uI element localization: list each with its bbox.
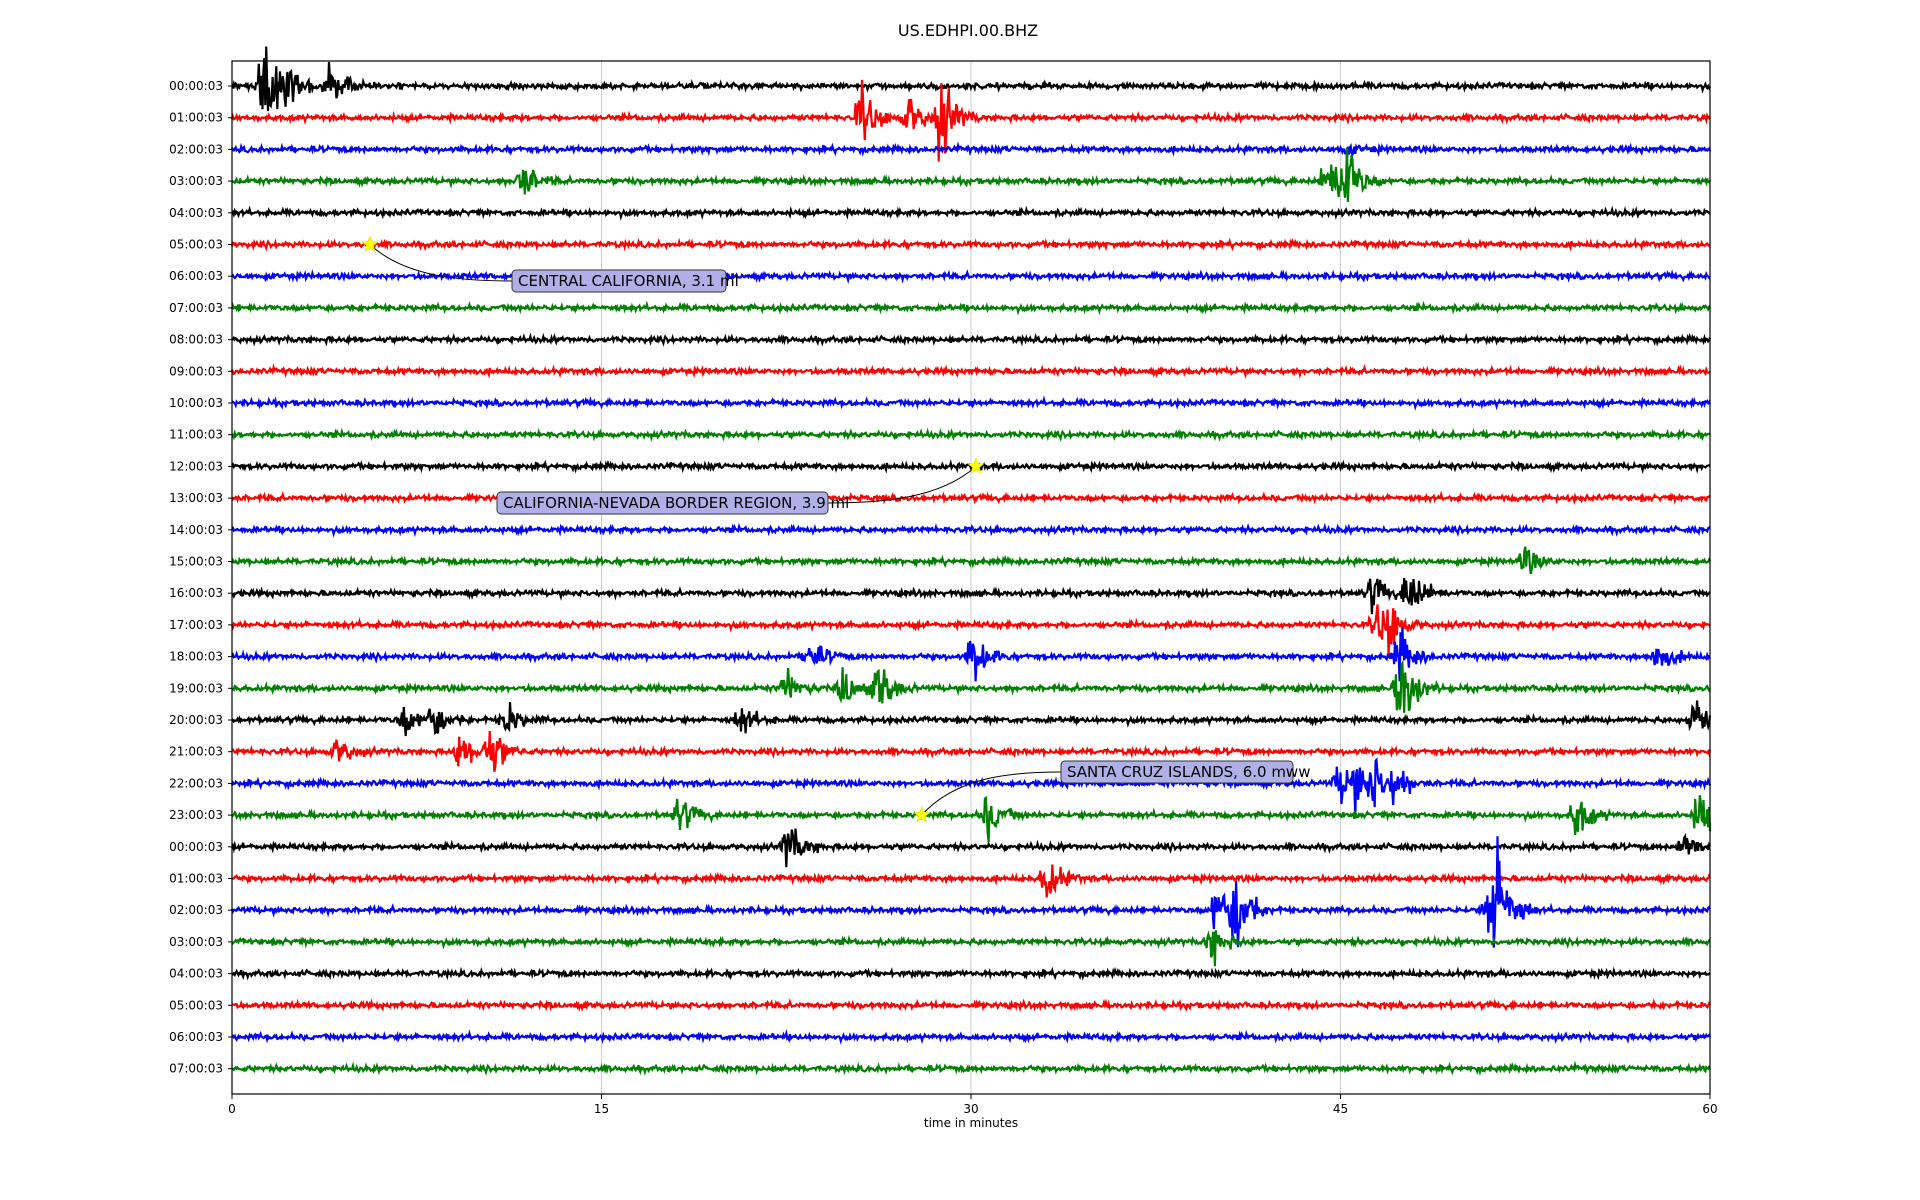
event-label-box [1060, 760, 1294, 784]
trace-row [230, 300, 1711, 316]
y-tick-label: 05:00:03 [169, 998, 223, 1012]
trace-row [230, 828, 1711, 868]
y-tick-label: 07:00:03 [169, 301, 223, 315]
trace-row [230, 141, 1712, 159]
y-tick-label: 22:00:03 [169, 776, 223, 790]
y-tick-label: 12:00:03 [169, 459, 223, 473]
y-tick-label: 08:00:03 [169, 333, 223, 347]
event-connector [921, 771, 1062, 816]
y-tick-label: 04:00:03 [169, 206, 223, 220]
event-label-box [511, 269, 727, 293]
trace-row [231, 205, 1711, 221]
trace-row [231, 659, 1711, 713]
x-tick-label: 0 [228, 1102, 236, 1116]
trace-row [231, 997, 1711, 1013]
trace-row [231, 966, 1711, 981]
seismic-traces [230, 46, 1712, 1077]
event-annotations: CENTRAL CALIFORNIA, 3.1 ml CALIFORNIA-NEV… [361, 235, 1310, 823]
event-star-icon [967, 457, 985, 474]
event-star-icon [361, 235, 379, 252]
y-tick-label: 03:00:03 [169, 935, 223, 949]
y-tick-label: 02:00:03 [169, 903, 223, 917]
event-label-box [496, 491, 829, 515]
y-tick-label: 15:00:03 [169, 555, 223, 569]
x-tick-label: 30 [963, 1102, 978, 1116]
trace-row [230, 546, 1712, 575]
trace-row [230, 757, 1712, 818]
trace-row [231, 490, 1711, 505]
trace-row [230, 79, 1712, 162]
y-tick-label: 07:00:03 [169, 1062, 223, 1076]
y-tick-label: 01:00:03 [169, 111, 223, 125]
event-star-icon [913, 805, 931, 823]
trace-row [231, 1028, 1711, 1045]
trace-row [231, 930, 1711, 967]
y-tick-label: 00:00:03 [169, 79, 223, 93]
event-label: SANTA CRUZ ISLANDS, 6.0 mww [1067, 763, 1310, 781]
trace-row [231, 700, 1712, 737]
trace-row [231, 395, 1711, 411]
trace-row [231, 626, 1711, 682]
y-tick-label: 01:00:03 [169, 872, 223, 886]
x-tick-label: 15 [594, 1102, 609, 1116]
y-tick-label: 17:00:03 [169, 618, 223, 632]
y-tick-label: 10:00:03 [169, 396, 223, 410]
trace-row [231, 795, 1712, 843]
y-tick-label: 11:00:03 [169, 428, 223, 442]
trace-row [231, 427, 1711, 442]
trace-row [231, 730, 1712, 772]
trace-row [230, 836, 1712, 948]
event-connector [827, 466, 977, 504]
y-tick-label: 23:00:03 [169, 808, 223, 822]
trace-row [230, 237, 1711, 252]
plot-frame [231, 60, 1711, 1095]
grid-lines [601, 61, 1341, 1094]
x-axis-label: time in minutes [924, 1116, 1018, 1130]
y-tick-label: 02:00:03 [169, 142, 223, 156]
x-tick-label: 45 [1333, 1102, 1348, 1116]
trace-row [230, 363, 1711, 380]
y-tick-label: 18:00:03 [169, 650, 223, 664]
chart-title: US.EDHPI.00.BHZ [898, 21, 1038, 40]
event-label: CALIFORNIA-NEVADA BORDER REGION, 3.9 ml [503, 494, 849, 512]
trace-row [231, 522, 1711, 538]
y-tick-label: 20:00:03 [169, 713, 223, 727]
trace-row [231, 864, 1711, 898]
y-tick-label: 09:00:03 [169, 364, 223, 378]
y-tick-labels: 00:00:03 01:00:03 02:00:03 03:00:03 04:00:03… [169, 79, 232, 1076]
y-tick-label: 19:00:03 [169, 681, 223, 695]
trace-row [231, 332, 1712, 347]
y-tick-label: 06:00:03 [169, 269, 223, 283]
trace-row [231, 46, 1711, 112]
y-tick-label: 06:00:03 [169, 1030, 223, 1044]
x-axis: 0 15 30 45 60 [228, 1094, 1718, 1116]
event-label: CENTRAL CALIFORNIA, 3.1 ml [518, 272, 739, 290]
y-tick-label: 03:00:03 [169, 174, 223, 188]
trace-row [231, 459, 1711, 475]
y-tick-label: 05:00:03 [169, 238, 223, 252]
trace-row [230, 604, 1711, 656]
trace-row [231, 268, 1711, 285]
event-connector [369, 244, 513, 282]
trace-row [231, 578, 1711, 615]
y-tick-label: 04:00:03 [169, 967, 223, 981]
y-tick-label: 16:00:03 [169, 586, 223, 600]
y-tick-label: 00:00:03 [169, 840, 223, 854]
trace-row [231, 1060, 1711, 1077]
x-tick-label: 60 [1702, 1102, 1717, 1116]
y-tick-label: 21:00:03 [169, 745, 223, 759]
trace-row [231, 147, 1711, 202]
y-tick-label: 13:00:03 [169, 491, 223, 505]
y-tick-label: 14:00:03 [169, 523, 223, 537]
